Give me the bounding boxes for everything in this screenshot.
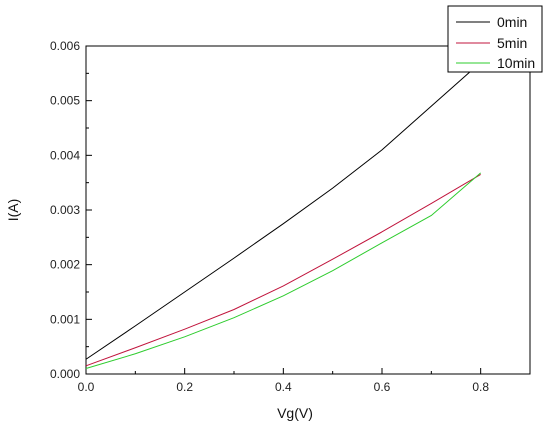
x-axis-label: Vg(V) <box>277 405 313 421</box>
legend-label-5min: 5min <box>497 35 527 51</box>
plot-frame <box>85 45 531 375</box>
series-lines <box>85 62 482 370</box>
y-axis-label: I(A) <box>5 199 21 222</box>
series-line-5min <box>85 174 481 367</box>
legend: 0min 5min 10min <box>447 5 543 73</box>
y-tick-label: 0.006 <box>50 39 80 53</box>
x-tick-label: 0.6 <box>374 380 391 394</box>
x-tick-label: 0.0 <box>78 380 95 394</box>
y-axis: 0.000 0.001 0.002 0.003 0.004 0.005 0.006 <box>50 39 92 381</box>
y-tick-label: 0.002 <box>50 258 80 272</box>
legend-label-10min: 10min <box>497 55 535 71</box>
series-line-10min <box>85 172 481 370</box>
x-tick-label: 0.8 <box>472 380 489 394</box>
x-tick-label: 0.2 <box>176 380 193 394</box>
legend-label-0min: 0min <box>497 14 527 30</box>
legend-box <box>447 5 543 73</box>
y-tick-label: 0.001 <box>50 312 80 326</box>
y-tick-label: 0.003 <box>50 203 80 217</box>
y-tick-label: 0.000 <box>50 367 80 381</box>
y-tick-label: 0.005 <box>50 94 80 108</box>
plot-area-border <box>85 45 531 375</box>
x-axis: 0.0 0.2 0.4 0.6 0.8 <box>78 368 531 394</box>
series-line-0min <box>85 62 482 360</box>
y-tick-label: 0.004 <box>50 148 80 162</box>
x-tick-label: 0.4 <box>275 380 292 394</box>
